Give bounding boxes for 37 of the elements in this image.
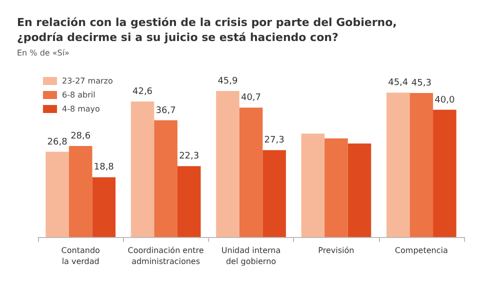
data-label: 28,6 (70, 132, 91, 142)
bar (301, 134, 325, 237)
data-label: 27,3 (264, 136, 284, 146)
bar (130, 102, 154, 237)
chart-subtitle: En % de «Sí» (17, 48, 70, 58)
bar (433, 110, 456, 237)
bar (262, 150, 286, 237)
legend-label: 23-27 marzo (62, 76, 113, 86)
data-label: 26,8 (47, 137, 68, 148)
bar (46, 152, 69, 237)
data-label: 18,8 (94, 162, 114, 173)
legend-label: 4-8 mayo (62, 104, 100, 114)
data-label: 22,3 (179, 152, 200, 162)
data-label: 45,3 (411, 78, 432, 88)
data-label: 42,6 (132, 87, 153, 98)
bar (239, 108, 263, 237)
bar (386, 92, 410, 237)
bar (92, 177, 116, 237)
x-tick-label: Contando la verdad (61, 246, 100, 266)
x-tick-label: Unidad interna del gobierno (221, 246, 281, 266)
chart-title: En relación con la gestión de la crisis por parte del Gobierno, ¿podría decirme si a su juicio se está haciendo con? (17, 16, 397, 44)
bar (348, 144, 372, 237)
bar (68, 146, 92, 237)
legend-label: 6-8 abril (62, 90, 96, 100)
x-tick-label: Competencia (394, 246, 448, 255)
data-label: 45,9 (218, 76, 238, 87)
data-label: 45,4 (388, 78, 408, 88)
bar (177, 166, 201, 237)
x-tick-label: Previsión (318, 246, 354, 255)
bar (410, 92, 434, 237)
data-label: 36,7 (156, 106, 176, 116)
data-label: 40,0 (434, 95, 455, 106)
x-tick-label: Coordinación entre administraciones (128, 246, 204, 266)
bar (154, 120, 178, 237)
bar (216, 91, 240, 237)
data-label: 40,7 (240, 93, 262, 104)
bar (324, 138, 348, 237)
